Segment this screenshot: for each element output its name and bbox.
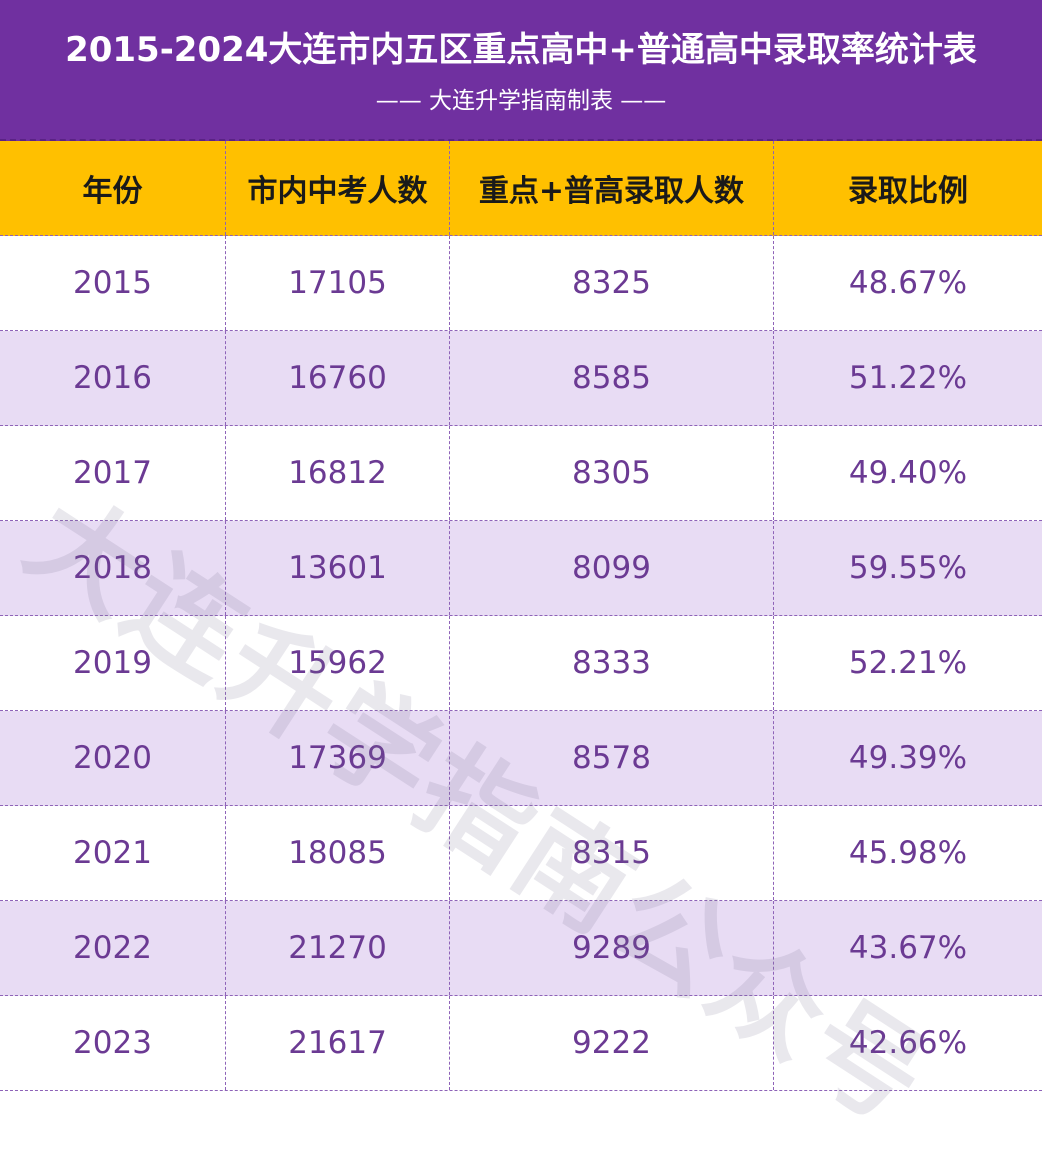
title-banner: 2015-2024大连市内五区重点高中+普通高中录取率统计表 —— 大连升学指南…	[0, 0, 1042, 141]
table-row: 2018 13601 8099 59.55%	[0, 521, 1042, 616]
page-subtitle: —— 大连升学指南制表 ——	[375, 88, 667, 114]
cell-ratio: 49.39%	[848, 740, 968, 776]
column-header-exam-takers: 市内中考人数	[226, 141, 450, 235]
cell-year: 2016	[0, 331, 226, 425]
cell-year: 2015	[0, 236, 226, 330]
cell-admitted: 8325	[450, 236, 774, 330]
cell-admitted: 9289	[450, 901, 774, 995]
table-header-row: 年份 市内中考人数 重点+普高录取人数 录取比例	[0, 141, 1042, 236]
admission-table: 年份 市内中考人数 重点+普高录取人数 录取比例 2015 17105 8325…	[0, 141, 1042, 1091]
cell-admitted: 8333	[450, 616, 774, 710]
table-row: 2023 21617 9222 42.66%	[0, 996, 1042, 1091]
column-header-year: 年份	[0, 141, 226, 235]
cell-year: 2022	[0, 901, 226, 995]
cell-admitted: 8305	[450, 426, 774, 520]
cell-year: 2021	[0, 806, 226, 900]
cell-admitted: 8578	[450, 711, 774, 805]
page-title: 2015-2024大连市内五区重点高中+普通高中录取率统计表	[65, 30, 977, 70]
cell-ratio: 52.21%	[848, 645, 968, 681]
cell-exam-takers: 18085	[226, 806, 450, 900]
cell-year: 2017	[0, 426, 226, 520]
cell-ratio: 43.67%	[848, 930, 968, 966]
cell-exam-takers: 21270	[226, 901, 450, 995]
cell-exam-takers: 17369	[226, 711, 450, 805]
cell-year: 2018	[0, 521, 226, 615]
cell-admitted: 9222	[450, 996, 774, 1090]
cell-exam-takers: 16812	[226, 426, 450, 520]
cell-ratio: 48.67%	[848, 265, 968, 301]
cell-ratio: 42.66%	[848, 1025, 968, 1061]
table-row: 2021 18085 8315 45.98%	[0, 806, 1042, 901]
cell-ratio: 45.98%	[848, 835, 968, 871]
cell-exam-takers: 21617	[226, 996, 450, 1090]
cell-year: 2019	[0, 616, 226, 710]
table-row: 2020 17369 8578 49.39%	[0, 711, 1042, 806]
column-header-admitted: 重点+普高录取人数	[450, 141, 774, 235]
cell-ratio: 49.40%	[848, 455, 968, 491]
cell-year: 2023	[0, 996, 226, 1090]
cell-exam-takers: 16760	[226, 331, 450, 425]
table-row: 2016 16760 8585 51.22%	[0, 331, 1042, 426]
cell-admitted: 8585	[450, 331, 774, 425]
cell-admitted: 8315	[450, 806, 774, 900]
table-row: 2015 17105 8325 48.67%	[0, 236, 1042, 331]
cell-admitted: 8099	[450, 521, 774, 615]
cell-exam-takers: 17105	[226, 236, 450, 330]
cell-exam-takers: 13601	[226, 521, 450, 615]
cell-ratio: 59.55%	[848, 550, 968, 586]
column-header-ratio: 录取比例	[848, 174, 968, 209]
table-row: 2017 16812 8305 49.40%	[0, 426, 1042, 521]
table-row: 2019 15962 8333 52.21%	[0, 616, 1042, 711]
cell-ratio: 51.22%	[848, 360, 968, 396]
cell-exam-takers: 15962	[226, 616, 450, 710]
table-row: 2022 21270 9289 43.67%	[0, 901, 1042, 996]
cell-year: 2020	[0, 711, 226, 805]
